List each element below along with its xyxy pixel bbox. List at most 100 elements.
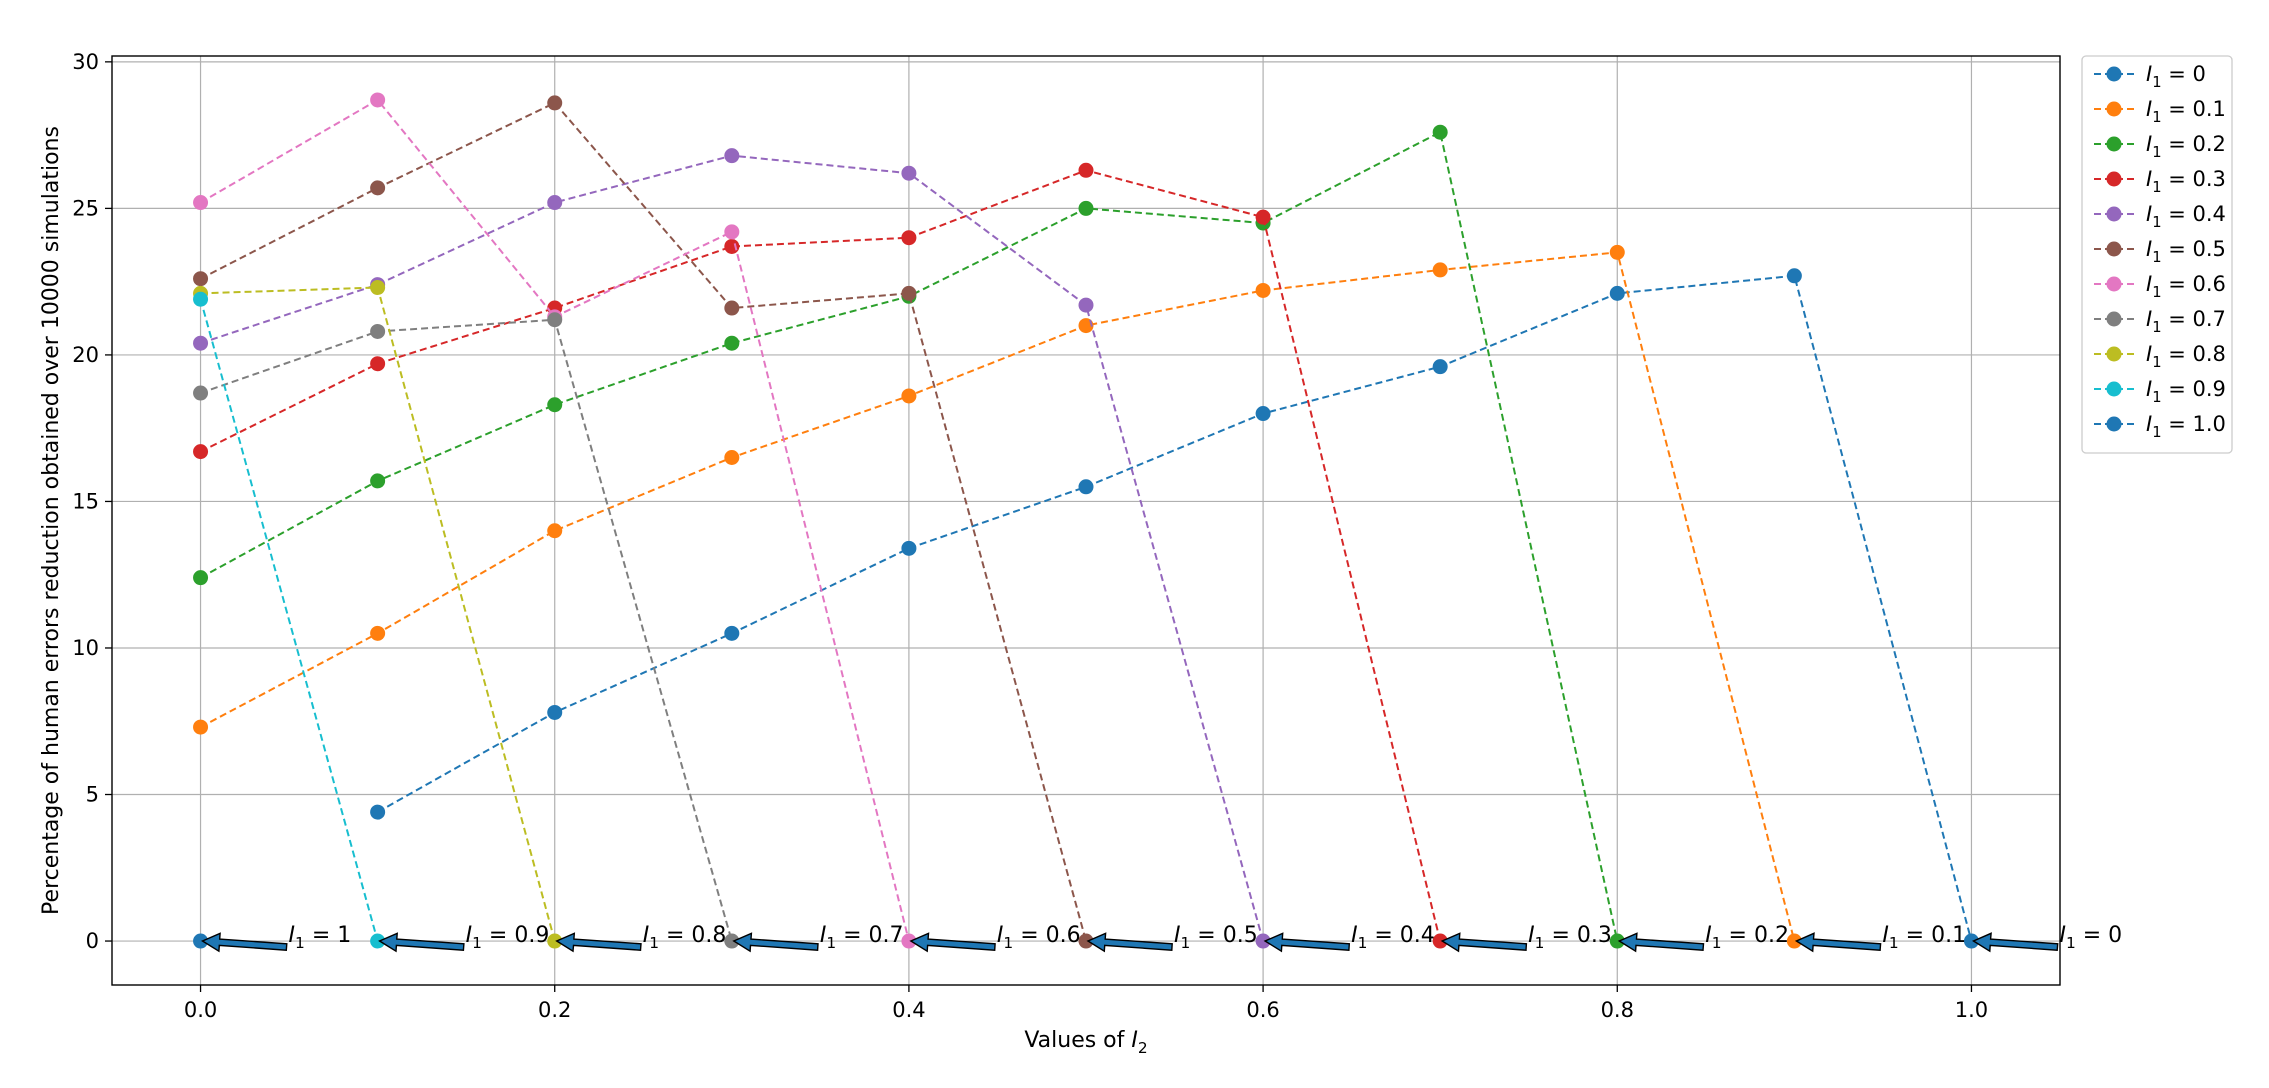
data-point [1078, 933, 1094, 949]
data-point [370, 625, 386, 641]
data-point [547, 195, 563, 211]
annotation-label: I1 = 1 [289, 923, 352, 952]
legend-label: I1 = 0.6 [2146, 272, 2226, 301]
series-i1-0-9 [193, 291, 386, 949]
legend-label: I1 = 0 [2146, 62, 2206, 91]
annotation-label: I1 = 0.5 [1174, 923, 1258, 952]
y-tick-label: 30 [72, 50, 99, 74]
legend-entry: I1 = 0.4 [2094, 202, 2226, 231]
data-point [547, 397, 563, 413]
plot-frame [111, 55, 2061, 986]
data-point [1078, 200, 1094, 216]
data-point [193, 335, 209, 351]
data-point [1255, 282, 1271, 298]
data-point [724, 335, 740, 351]
series-line [199, 298, 379, 942]
data-point [370, 933, 386, 949]
data-point [901, 165, 917, 181]
annotation-label: I1 = 0.8 [643, 923, 727, 952]
data-point [901, 285, 917, 301]
data-point [193, 195, 209, 211]
data-point [1609, 244, 1625, 260]
x-tick-label: 0.0 [184, 998, 217, 1022]
legend-marker [2106, 381, 2122, 397]
data-point [547, 95, 563, 111]
legend-marker [2106, 276, 2122, 292]
data-point [901, 933, 917, 949]
annotation-label: I1 = 0.3 [1528, 923, 1612, 952]
series-line [200, 318, 733, 942]
annotations: I1 = 1 I1 = 0.9 I1 = 0.8 I1 = 0.7 I1 = 0.6 I1… [201, 923, 2122, 953]
annotation-label: I1 = 0 [2059, 923, 2122, 952]
data-point [724, 148, 740, 164]
y-tick-label: 5 [86, 783, 99, 807]
data-point [370, 473, 386, 489]
annotation-arrow [201, 932, 288, 953]
data-point [724, 300, 740, 316]
legend-entry: I1 = 0.2 [2094, 132, 2226, 161]
data-point [193, 271, 209, 287]
data-point [1432, 933, 1448, 949]
y-tick-label: 20 [72, 343, 99, 367]
legend-label: I1 = 0.9 [2146, 377, 2226, 406]
data-point [1255, 933, 1271, 949]
data-point [547, 523, 563, 539]
y-tick-label: 25 [72, 196, 99, 220]
legend-entry: I1 = 0.5 [2094, 237, 2226, 266]
series-i1-0-7 [193, 312, 740, 949]
data-point [1609, 933, 1625, 949]
data-point [370, 356, 386, 372]
legend-entry: I1 = 1.0 [2094, 412, 2226, 441]
legend-label: I1 = 0.8 [2146, 342, 2226, 371]
data-point [901, 388, 917, 404]
series-i1-0 [370, 268, 1979, 949]
annotation-arrow [1263, 932, 1351, 953]
annotation-arrow [1086, 932, 1173, 953]
x-tick-label: 0.6 [1246, 998, 1279, 1022]
data-point [724, 449, 740, 465]
x-axis-label: Values of I2 [1024, 1028, 1147, 1057]
legend-label: I1 = 1.0 [2146, 412, 2226, 441]
annotation-arrow [378, 932, 465, 953]
data-point [1078, 479, 1094, 495]
data-point [724, 933, 740, 949]
data-point [193, 719, 209, 735]
data-point [1078, 297, 1094, 313]
axis-ticks: 0.0 0.2 0.4 0.6 0.8 1.0 0 5 10 15 20 25 30 [72, 50, 1988, 1022]
data-point [193, 385, 209, 401]
legend-label: I1 = 0.1 [2146, 97, 2226, 126]
legend: I1 = 0 I1 = 0.1 I1 = 0.2 I1 = 0.3 I1 = 0.4 I1… [2081, 55, 2233, 454]
data-point [1432, 359, 1448, 375]
legend-label: I1 = 0.2 [2146, 132, 2226, 161]
series-line [377, 274, 1973, 942]
data-point [547, 312, 563, 328]
x-tick-label: 0.8 [1601, 998, 1634, 1022]
series-line [200, 169, 1442, 942]
data-point [370, 323, 386, 339]
x-tick-label: 0.4 [892, 998, 925, 1022]
annotation-arrow [909, 932, 996, 953]
data-point [1078, 162, 1094, 178]
data-point [1963, 933, 1979, 949]
data-point [1786, 268, 1802, 284]
legend-entry: I1 = 0.1 [2094, 97, 2226, 126]
data-point [370, 92, 386, 108]
annotation-label: I1 = 0.6 [997, 923, 1081, 952]
data-point [193, 291, 209, 307]
data-point [724, 224, 740, 240]
data-point [193, 570, 209, 586]
annotation-arrow [732, 932, 819, 953]
x-tick-label: 1.0 [1955, 998, 1988, 1022]
data-point [547, 933, 563, 949]
data-point [1432, 124, 1448, 140]
y-tick-label: 0 [86, 929, 99, 953]
annotation-label: I1 = 0.4 [1351, 923, 1435, 952]
annotation-arrow [555, 932, 642, 953]
annotation-label: I1 = 0.7 [820, 923, 904, 952]
data-point [1432, 262, 1448, 278]
series-line [200, 101, 1087, 942]
legend-entry: I1 = 0.9 [2094, 377, 2226, 406]
y-tick-label: 10 [72, 636, 99, 660]
legend-marker [2106, 66, 2122, 82]
